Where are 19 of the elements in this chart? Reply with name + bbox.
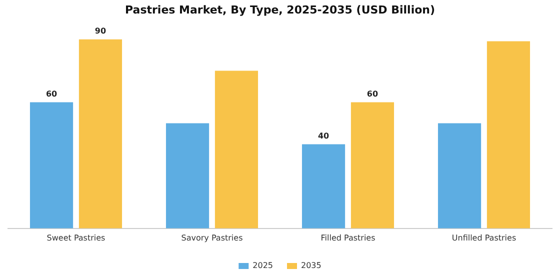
data-label: 90 bbox=[94, 26, 106, 36]
bar bbox=[350, 102, 394, 228]
x-tick-label: Unfilled Pastries bbox=[452, 233, 516, 242]
x-tick-label: Savory Pastries bbox=[181, 233, 243, 242]
bar bbox=[166, 123, 210, 228]
data-label: 60 bbox=[366, 89, 378, 98]
bar bbox=[30, 102, 74, 228]
chart-title: Pastries Market, By Type, 2025-2035 (USD Billion) bbox=[124, 3, 436, 16]
bar bbox=[302, 144, 346, 228]
data-label: 40 bbox=[318, 131, 330, 140]
legend-label: 2025 bbox=[252, 261, 273, 270]
legend-label: 2035 bbox=[301, 261, 322, 270]
bar bbox=[486, 41, 530, 228]
bar bbox=[78, 39, 122, 228]
x-tick-label: Filled Pastries bbox=[320, 233, 376, 242]
data-label: 60 bbox=[46, 89, 58, 98]
bar bbox=[214, 70, 258, 228]
bar bbox=[438, 123, 482, 228]
x-tick-label: Sweet Pastries bbox=[46, 233, 106, 242]
